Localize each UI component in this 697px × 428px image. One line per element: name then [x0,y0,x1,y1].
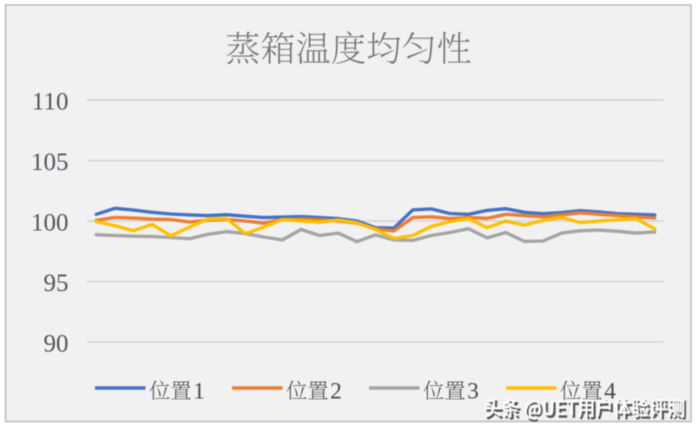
svg-text:2: 2 [330,378,342,404]
svg-text:1: 1 [193,378,205,404]
svg-text:105: 105 [31,149,69,176]
svg-text:100: 100 [31,209,69,236]
svg-text:95: 95 [44,270,69,297]
svg-text:3: 3 [467,378,479,404]
svg-text:4: 4 [604,378,616,404]
svg-text:110: 110 [32,88,69,115]
svg-text:90: 90 [44,330,69,357]
